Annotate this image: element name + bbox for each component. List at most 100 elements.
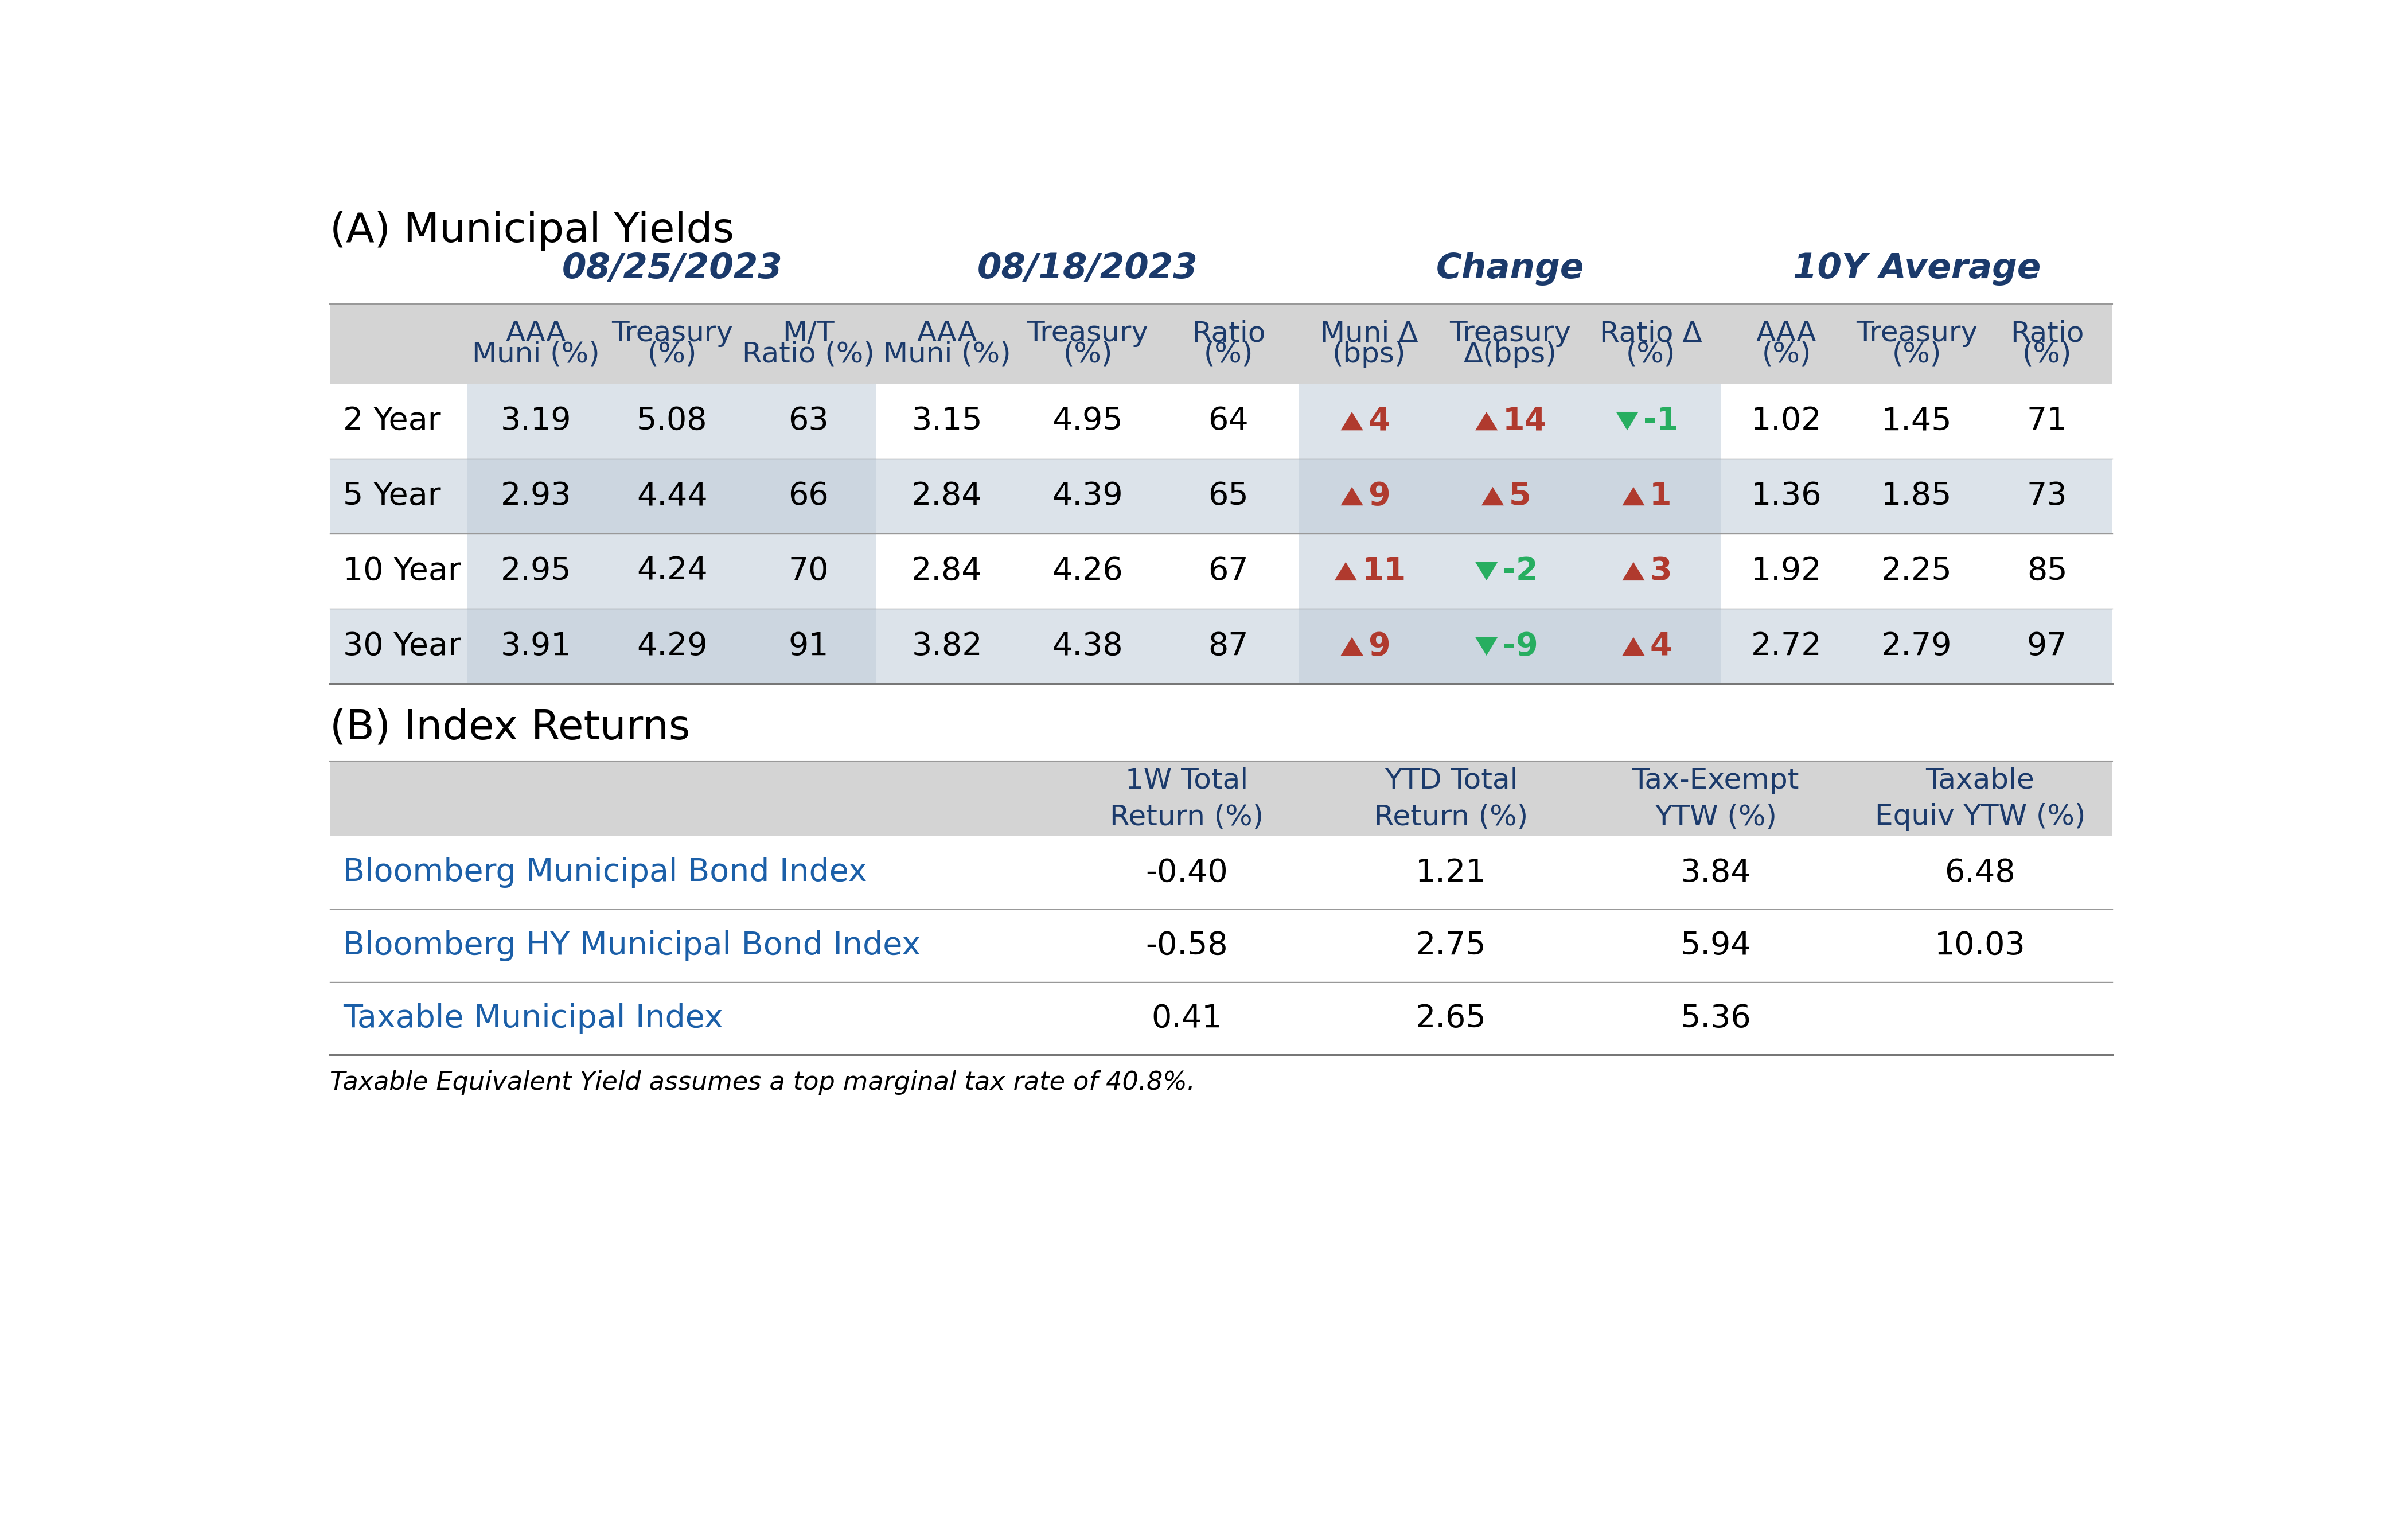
Text: Tax-Exempt
YTW (%): Tax-Exempt YTW (%) <box>1632 767 1800 830</box>
Text: Bloomberg Municipal Bond Index: Bloomberg Municipal Bond Index <box>344 858 868 889</box>
Bar <box>468 534 877 608</box>
Polygon shape <box>1623 487 1644 505</box>
Text: 67: 67 <box>1209 556 1248 587</box>
Polygon shape <box>1475 562 1499 581</box>
Text: (%): (%) <box>2022 340 2072 368</box>
Text: Muni (%): Muni (%) <box>471 340 600 368</box>
Text: YTD Total
Return (%): YTD Total Return (%) <box>1374 767 1527 830</box>
Text: 2.72: 2.72 <box>1752 631 1821 662</box>
Text: 3.82: 3.82 <box>911 631 982 662</box>
Text: 4: 4 <box>1649 631 1671 662</box>
Text: 9: 9 <box>1367 631 1391 662</box>
Polygon shape <box>1475 411 1499 430</box>
Text: 4: 4 <box>1367 405 1391 436</box>
Text: 4.95: 4.95 <box>1052 405 1123 436</box>
Text: 0.41: 0.41 <box>1152 1003 1221 1033</box>
Bar <box>1298 383 1721 459</box>
Text: 4.29: 4.29 <box>636 631 707 662</box>
Text: Taxable
Equiv YTW (%): Taxable Equiv YTW (%) <box>1874 767 2086 830</box>
Text: Treasury: Treasury <box>1028 319 1150 346</box>
Text: 3.15: 3.15 <box>911 405 982 436</box>
Text: Change: Change <box>1436 253 1585 285</box>
Polygon shape <box>1616 411 1640 430</box>
Text: Ratio Δ: Ratio Δ <box>1599 319 1702 346</box>
Text: 87: 87 <box>1209 631 1248 662</box>
Bar <box>468 608 877 684</box>
Text: 1.85: 1.85 <box>1881 480 1953 511</box>
Polygon shape <box>1341 638 1362 656</box>
Text: Taxable Municipal Index: Taxable Municipal Index <box>344 1003 724 1033</box>
Bar <box>330 608 2113 684</box>
Text: -1: -1 <box>1644 405 1678 436</box>
Text: 6.48: 6.48 <box>1945 858 2015 889</box>
Text: M/T: M/T <box>782 319 834 346</box>
Text: Ratio: Ratio <box>1193 319 1264 346</box>
Text: 11: 11 <box>1362 556 1405 587</box>
Bar <box>330 303 2113 383</box>
Text: Muni (%): Muni (%) <box>884 340 1011 368</box>
Text: 10 Year: 10 Year <box>344 556 461 587</box>
Text: 10Y Average: 10Y Average <box>1792 253 2041 285</box>
Text: AAA: AAA <box>1757 319 1816 346</box>
Text: 2.84: 2.84 <box>911 480 982 511</box>
Bar <box>1298 534 1721 608</box>
Text: 1.21: 1.21 <box>1415 858 1487 889</box>
Bar <box>330 909 2113 983</box>
Text: 5.36: 5.36 <box>1680 1003 1752 1033</box>
Text: Treasury: Treasury <box>1448 319 1570 346</box>
Text: 65: 65 <box>1209 480 1250 511</box>
Text: (%): (%) <box>1064 340 1111 368</box>
Bar <box>330 534 2113 608</box>
Text: 2.84: 2.84 <box>911 556 982 587</box>
Polygon shape <box>1341 411 1362 430</box>
Text: 30 Year: 30 Year <box>344 631 461 662</box>
Text: (bps): (bps) <box>1331 340 1405 368</box>
Polygon shape <box>1334 562 1358 581</box>
Text: Bloomberg HY Municipal Bond Index: Bloomberg HY Municipal Bond Index <box>344 930 920 961</box>
Text: 70: 70 <box>789 556 829 587</box>
Text: Ratio (%): Ratio (%) <box>743 340 875 368</box>
Polygon shape <box>1623 638 1644 656</box>
Text: 3.84: 3.84 <box>1680 858 1752 889</box>
Text: (%): (%) <box>1205 340 1252 368</box>
Text: 1W Total
Return (%): 1W Total Return (%) <box>1109 767 1264 830</box>
Bar <box>330 761 2113 836</box>
Text: AAA: AAA <box>918 319 978 346</box>
Bar <box>1298 608 1721 684</box>
Text: -2: -2 <box>1503 556 1539 587</box>
Text: AAA: AAA <box>507 319 566 346</box>
Text: 5.08: 5.08 <box>636 405 707 436</box>
Text: 08/25/2023: 08/25/2023 <box>562 253 782 285</box>
Bar <box>330 983 2113 1055</box>
Text: 3.91: 3.91 <box>500 631 571 662</box>
Text: 2.95: 2.95 <box>500 556 571 587</box>
Text: (%): (%) <box>1893 340 1941 368</box>
Text: 3: 3 <box>1649 556 1673 587</box>
Text: 4.44: 4.44 <box>636 480 707 511</box>
Text: 4.38: 4.38 <box>1052 631 1123 662</box>
Text: 5.94: 5.94 <box>1680 930 1752 961</box>
Text: -0.40: -0.40 <box>1145 858 1228 889</box>
Text: 10.03: 10.03 <box>1934 930 2027 961</box>
Text: 2.65: 2.65 <box>1415 1003 1487 1033</box>
Bar <box>330 383 2113 459</box>
Text: 1.45: 1.45 <box>1881 405 1953 436</box>
Text: 1.92: 1.92 <box>1752 556 1821 587</box>
Text: 2 Year: 2 Year <box>344 405 442 436</box>
Text: 66: 66 <box>789 480 829 511</box>
Text: 08/18/2023: 08/18/2023 <box>978 253 1197 285</box>
Text: 1.02: 1.02 <box>1752 405 1821 436</box>
Bar <box>330 459 2113 534</box>
Text: 4.39: 4.39 <box>1052 480 1123 511</box>
Text: (%): (%) <box>1625 340 1675 368</box>
Text: 3.19: 3.19 <box>500 405 571 436</box>
Text: 2.93: 2.93 <box>500 480 571 511</box>
Text: (%): (%) <box>1761 340 1812 368</box>
Text: 71: 71 <box>2027 405 2067 436</box>
Text: 97: 97 <box>2027 631 2067 662</box>
Text: 73: 73 <box>2027 480 2067 511</box>
Text: 2.79: 2.79 <box>1881 631 1953 662</box>
Text: 4.26: 4.26 <box>1052 556 1123 587</box>
Text: Treasury: Treasury <box>1857 319 1977 346</box>
Text: 63: 63 <box>789 405 829 436</box>
